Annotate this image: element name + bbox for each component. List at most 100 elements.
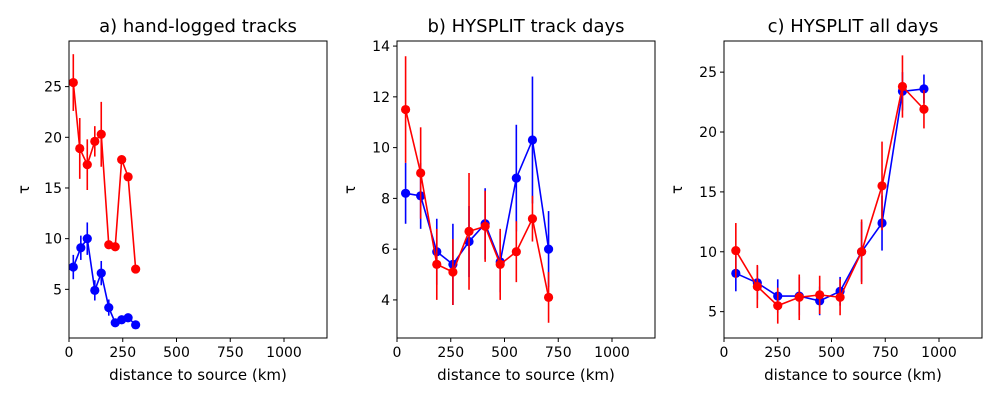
- data-point: [815, 290, 825, 300]
- data-point: [401, 188, 411, 198]
- data-point: [919, 84, 929, 94]
- series-red: [69, 54, 141, 274]
- y-tick-label: 10: [44, 232, 62, 248]
- data-point: [117, 154, 127, 165]
- data-point: [877, 181, 887, 191]
- series-line: [405, 137, 550, 266]
- data-point: [794, 292, 804, 302]
- plot-area: [401, 56, 554, 323]
- series-line: [72, 82, 137, 270]
- data-point: [752, 281, 762, 292]
- data-point: [731, 245, 741, 256]
- x-tick-label: 1000: [594, 345, 630, 361]
- data-point: [96, 129, 106, 139]
- data-point: [131, 320, 141, 330]
- data-point: [464, 226, 474, 236]
- data-point: [69, 262, 78, 272]
- axes-frame: [68, 40, 328, 339]
- chart-panel-2: b) HYSPLIT track days 0 250 500 750 1000 4 6 8 10…: [341, 16, 656, 384]
- y-tick-label: 25: [699, 65, 717, 81]
- data-point: [90, 136, 100, 146]
- series-blue: [69, 222, 141, 330]
- series-red: [401, 56, 554, 323]
- y-tick-label: 14: [372, 39, 390, 55]
- y-axis-label: τ: [15, 185, 33, 194]
- x-axis-label: distance to source (km): [437, 366, 615, 384]
- x-tick-label: 500: [491, 345, 518, 361]
- x-tick-label: 750: [872, 345, 899, 361]
- y-tick-label: 5: [53, 282, 62, 298]
- data-point: [511, 173, 521, 183]
- data-point: [69, 77, 78, 88]
- y-tick-label: 25: [44, 80, 62, 96]
- chart-title: c) HYSPLIT all days: [768, 16, 939, 37]
- chart-panel-3: c) HYSPLIT all days 0 250 500 750 1000 5 10 15 20…: [668, 16, 983, 384]
- data-point: [90, 285, 100, 295]
- data-point: [110, 242, 120, 252]
- y-tick-label: 5: [708, 305, 717, 321]
- data-point: [480, 221, 490, 231]
- data-point: [773, 301, 783, 311]
- x-tick-label: 0: [65, 345, 74, 361]
- x-axis-label: distance to source (km): [764, 366, 942, 384]
- data-point: [96, 268, 106, 278]
- data-point: [416, 168, 426, 178]
- data-point: [511, 247, 521, 257]
- data-point: [857, 247, 867, 257]
- y-tick-label: 20: [44, 130, 62, 146]
- data-point: [527, 135, 538, 145]
- x-tick-label: 750: [545, 345, 572, 361]
- data-point: [104, 302, 114, 313]
- data-point: [919, 104, 929, 114]
- chart-title: a) hand-logged tracks: [99, 16, 297, 37]
- data-point: [448, 267, 458, 277]
- data-point: [75, 143, 85, 154]
- data-point: [82, 234, 92, 244]
- y-axis-label: τ: [668, 185, 686, 194]
- x-tick-label: 0: [393, 345, 402, 361]
- x-tick-label: 250: [437, 345, 464, 361]
- y-tick-label: 12: [372, 90, 390, 106]
- x-tick-label: 750: [217, 345, 244, 361]
- y-tick-label: 10: [699, 245, 717, 261]
- y-tick-label: 15: [699, 185, 717, 201]
- x-tick-label: 1000: [921, 345, 957, 361]
- data-point: [401, 104, 411, 115]
- plot-area: [69, 54, 141, 330]
- y-tick-label: 10: [372, 141, 390, 157]
- data-point: [82, 160, 92, 170]
- data-point: [835, 292, 845, 302]
- y-tick-label: 15: [44, 181, 62, 197]
- y-tick-label: 8: [381, 191, 390, 207]
- y-axis-label: τ: [341, 185, 359, 194]
- axes-frame: [723, 40, 983, 339]
- data-point: [76, 243, 86, 253]
- x-axis-label: distance to source (km): [109, 366, 287, 384]
- data-point: [131, 264, 141, 274]
- data-point: [495, 259, 505, 269]
- y-tick-label: 20: [699, 125, 717, 141]
- series-line: [404, 109, 550, 298]
- data-point: [527, 214, 538, 224]
- x-tick-label: 1000: [266, 345, 302, 361]
- x-tick-label: 250: [109, 345, 136, 361]
- x-tick-label: 0: [720, 345, 729, 361]
- plot-area: [731, 55, 929, 324]
- x-tick-label: 250: [764, 345, 791, 361]
- series-blue: [731, 72, 929, 316]
- data-point: [543, 244, 554, 254]
- data-point: [123, 172, 133, 182]
- axes-frame: [396, 40, 656, 339]
- chart-panel-1: a) hand-logged tracks 0 250 500 750 1000 5 10 15…: [15, 16, 328, 384]
- data-point: [543, 292, 554, 302]
- x-tick-label: 500: [163, 345, 190, 361]
- chart-title: b) HYSPLIT track days: [427, 16, 624, 37]
- data-point: [123, 313, 133, 323]
- data-point: [432, 259, 442, 269]
- series-line: [735, 84, 925, 307]
- data-point: [897, 81, 908, 92]
- series-red: [731, 55, 929, 324]
- y-tick-label: 6: [381, 242, 390, 258]
- x-tick-label: 500: [818, 345, 845, 361]
